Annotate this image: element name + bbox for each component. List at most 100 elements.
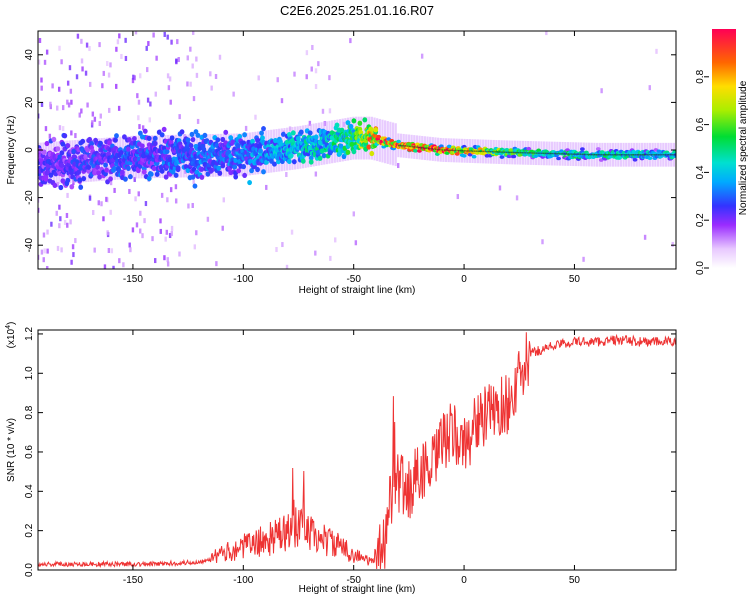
heatmap-noise-cell (133, 176, 136, 182)
heatmap-noise-cell (63, 219, 67, 225)
heatmap-noise-cell (137, 191, 140, 197)
heatmap-core-cell (627, 154, 630, 156)
heatmap-noise-cell (42, 232, 46, 238)
heatmap-core-cell (472, 150, 474, 152)
heatmap-noise-cell (648, 85, 651, 91)
heatmap-core-cell (419, 146, 421, 149)
heatmap-core-cell (639, 154, 642, 156)
heatmap-noise-cell (112, 265, 115, 269)
heatmap-ridge-cell (261, 126, 266, 132)
heatmap-noise-cell (146, 97, 150, 103)
heatmap-ridge-cell (280, 131, 286, 137)
heatmap-core-cell (553, 152, 555, 155)
heatmap-noise-cell (244, 125, 248, 131)
heatmap-core-cell (558, 153, 561, 155)
heatmap-noise-cell (143, 218, 146, 224)
heatmap-core-cell (408, 145, 411, 148)
snr-axes: -150 -100 -50 0 50 0.0 0.2 0.4 0.6 0.8 1.0 1.2 (24, 327, 676, 586)
heatmap-noise-cell (122, 262, 125, 268)
heatmap-noise-cell (74, 133, 77, 139)
heatmap-core-cell (477, 150, 479, 152)
snr-xtick-label: -50 (346, 575, 361, 586)
heatmap-ridge-cell (223, 129, 229, 135)
heatmap-noise-cell (115, 46, 118, 52)
heatmap-ridge-cell (295, 136, 301, 142)
heatmap-ridge-cell (148, 171, 154, 177)
heatmap-noise-cell (265, 184, 268, 190)
heatmap-ridge-cell (62, 133, 68, 139)
heatmap-noise-cell (305, 50, 309, 56)
heatmap-noise-cell (177, 57, 180, 63)
heatmap-noise-cell (328, 75, 331, 81)
heatmap-ridge-cell (76, 169, 82, 175)
heatmap-core-cell (424, 147, 426, 149)
heatmap-core-cell (572, 153, 575, 155)
heatmap-ridge-cell (97, 174, 102, 180)
heatmap-noise-cell (57, 86, 61, 92)
heatmap-ridge-cell (499, 155, 505, 159)
heatmap-noise-cell (133, 75, 136, 81)
heatmap-ridge-cell (461, 154, 467, 158)
heatmap-core-cell (417, 146, 419, 149)
heatmap-core-cell (583, 153, 585, 156)
heatmap-ridge-cell (508, 148, 514, 152)
heatmap-noise-cell (164, 236, 167, 242)
heatmap-core-cell (657, 154, 660, 156)
heatmap-core-cell (556, 152, 559, 155)
heatmap-ridge-cell (175, 166, 181, 173)
heatmap-ridge-cell (190, 136, 196, 143)
heatmap-core-cell (438, 148, 441, 151)
heatmap-core-cell (668, 154, 670, 156)
heatmap-core-cell (431, 148, 433, 150)
heatmap-ridge-cell (349, 141, 355, 147)
heatmap-noise-cell (129, 247, 132, 253)
heatmap-noise-cell (206, 216, 210, 222)
heatmap-noise-cell (38, 254, 40, 260)
heatmap-noise-cell (38, 207, 40, 213)
heatmap-noise-cell (196, 118, 200, 124)
heatmap-noise-cell (311, 44, 314, 50)
heatmap-noise-cell (124, 55, 128, 61)
heatmap-noise-cell (67, 102, 71, 108)
heatmap-noise-cell (178, 251, 181, 257)
heatmap-ridge-cell (647, 156, 653, 161)
heatmap-core-cell (406, 145, 409, 147)
heatmap-ridge-cell (55, 146, 61, 152)
heatmap-noise-cell (109, 209, 112, 215)
heatmap-noise-cell (58, 223, 61, 229)
heatmap-core-cell (616, 154, 619, 156)
heatmap-noise-cell (84, 70, 88, 76)
heatmap-core-cell (565, 153, 568, 155)
heatmap-noise-cell (66, 192, 69, 198)
heatmap-noise-cell (139, 73, 142, 79)
heatmap-noise-cell (321, 108, 325, 114)
heatmap-ridge-cell (232, 164, 238, 170)
spectrogram-panel: -150 -100 -50 0 50 -40 -20 0 20 40 Height of stra… (6, 30, 677, 296)
heatmap-core-cell (585, 153, 587, 156)
heatmap-noise-cell (214, 73, 218, 79)
heatmap-ridge-cell (163, 174, 169, 180)
heatmap-core-cell (457, 149, 460, 152)
heatmap-ridge-cell (348, 123, 354, 130)
heatmap-noise-cell (46, 229, 49, 235)
heatmap-noise-cell (154, 258, 157, 264)
heatmap-noise-cell (139, 210, 142, 216)
heatmap-noise-cell (118, 33, 121, 39)
heatmap-noise-cell (166, 73, 170, 79)
heatmap-core-cell (669, 154, 672, 156)
heatmap-ridge-cell (255, 166, 260, 173)
heatmap-noise-cell (74, 238, 77, 244)
heatmap-ridge-cell (60, 141, 66, 147)
heatmap-noise-cell (61, 105, 65, 111)
heatmap-noise-cell (154, 91, 157, 97)
heatmap-ridge-cell (672, 149, 676, 154)
heatmap-core-cell (523, 152, 525, 154)
heatmap-noise-cell (281, 242, 284, 248)
snr-ytick-label: 1.0 (24, 366, 35, 380)
heatmap-ridge-cell (247, 179, 252, 186)
heatmap-ridge-cell (308, 159, 314, 165)
heatmap-core-cell (429, 147, 432, 150)
heatmap-ridge-cell (185, 167, 191, 174)
heatmap-noise-cell (176, 39, 179, 45)
heatmap-noise-cell (58, 204, 61, 210)
